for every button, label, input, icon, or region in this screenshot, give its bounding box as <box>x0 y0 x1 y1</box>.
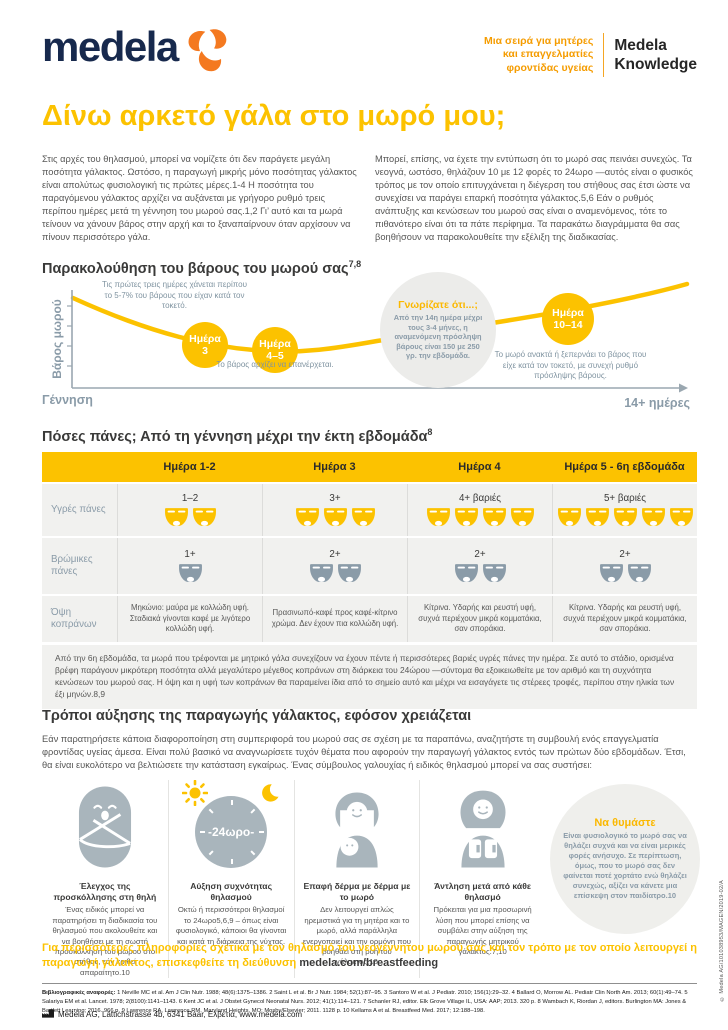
chart-loss-note: Τις πρώτες τρεις ημέρες χάνεται περίπου … <box>102 280 247 311</box>
chart-regain-note: Το βάρος αρχίζει να επανέρχεται. <box>216 360 334 369</box>
day-3-badge: Ημέρα 3 <box>182 322 228 368</box>
dirty-diapers-row: Βρώμικες πάνες 1+ 2+ 2+ 2+ <box>42 536 697 594</box>
swaddled-baby-icon <box>78 785 132 874</box>
dirty-cell: 2+ <box>407 538 552 594</box>
references: Βιβλιογραφικές αναφορές: 1 Neville MC et… <box>42 990 688 1014</box>
row-label: Υγρές πάνες <box>51 504 106 516</box>
diaper-icon <box>164 508 188 526</box>
diaper-icon <box>613 508 637 526</box>
footer-address: Medela AG, Lättichstrasse 4b, 6341 Baar,… <box>42 1009 302 1020</box>
diaper-icon <box>482 564 506 582</box>
tip-latch: Έλεγχος της προσκόλλησης στη θηλή Ένας ε… <box>42 780 168 978</box>
did-you-know-title: Γνωρίζατε ότι...; <box>398 298 478 311</box>
chart-recover-note: Το μωρό ανακτά ή ξεπερνάει το βάρος που … <box>494 350 647 381</box>
header-divider <box>603 33 605 77</box>
medela-swan-icon <box>186 28 228 79</box>
stool-cell: Πρασινωπό-καφέ προς καφέ-κίτρινο χρώμα. … <box>262 596 407 642</box>
diaper-icon <box>323 508 347 526</box>
remember-body: Είναι φυσιολογικό το μωρό σας να θηλάζει… <box>563 831 687 900</box>
diaper-icon <box>337 564 361 582</box>
footer-divider <box>42 983 697 984</box>
wet-diapers-row: Υγρές πάνες 1–2 3+ 4+ βαριές 5+ βαριές <box>42 482 697 536</box>
column-header: Ημέρα 5 - 6η εβδομάδα <box>564 461 685 473</box>
diaper-icon <box>627 564 651 582</box>
document-code: © Medela AG/101038953/MAGEN/2019-02/A <box>719 880 725 1002</box>
cta-banner: Για περισσότερες πληροφορίες σχετικά με … <box>42 942 697 969</box>
diaper-icon <box>669 508 693 526</box>
diaper-table: Ημέρα 1-2 Ημέρα 3 Ημέρα 4 Ημέρα 5 - 6η ε… <box>42 452 697 642</box>
diaper-icon <box>309 564 333 582</box>
diaper-section-heading: Πόσες πάνες; Από τη γέννηση μέχρι την έκ… <box>42 427 433 445</box>
row-label: Όψη κοπράνων <box>51 607 97 630</box>
dirty-cell: 2+ <box>552 538 697 594</box>
clock-24h-icon: -24ωρο- <box>195 796 268 868</box>
diaper-icon <box>351 508 375 526</box>
diaper-icon <box>557 508 581 526</box>
diaper-icon <box>454 508 478 526</box>
diaper-table-header-row: Ημέρα 1-2 Ημέρα 3 Ημέρα 4 Ημέρα 5 - 6η ε… <box>42 452 697 482</box>
series-tagline: Μια σειρά για μητέρες και επαγγελματίες … <box>484 34 594 74</box>
diaper-icon <box>426 508 450 526</box>
diaper-icon <box>454 564 478 582</box>
column-header: Ημέρα 3 <box>313 461 356 473</box>
stool-cell: Μηκώνιο: μαύρα με κολλώδη υφή. Σταδιακά … <box>117 596 262 642</box>
tip-frequency: -24ωρο- Αύξηση συχνότητας θηλασμού Οκτώ … <box>167 779 294 979</box>
tip-skin-to-skin: Επαφή δέρμα με δέρμα με το μωρό Δεν λειτ… <box>293 780 420 979</box>
stool-cell: Κίτρινα. Υδαρής και ρευστή υφή, συχνά πε… <box>552 596 697 642</box>
intro-right: Μπορεί, επίσης, να έχετε την εντύπωση ότ… <box>375 154 693 243</box>
increase-intro: Εάν παρατηρήσετε κάποια διαφοροποίηση στ… <box>42 734 686 771</box>
remember-bubble: Να θυμάστε Είναι φυσιολογικό το μωρό σας… <box>550 784 700 934</box>
tips-row: Έλεγχος της προσκόλλησης στη θηλή Ένας ε… <box>42 779 545 979</box>
intro-left: Στις αρχές του θηλασμού, μπορεί να νομίζ… <box>42 154 357 243</box>
header-right: Μια σειρά για μητέρες και επαγγελματίες … <box>484 33 697 77</box>
diaper-icon <box>295 508 319 526</box>
stool-cell: Κίτρινα. Υδαρής και ρευστή υφή, συχνά πε… <box>407 596 552 642</box>
wet-cell: 5+ βαριές <box>552 484 697 536</box>
chart-x-axis-end-label: 14+ ημέρες <box>624 396 690 410</box>
wet-cell: 3+ <box>262 484 407 536</box>
breastfeeding-link[interactable]: medela.com/breastfeeding <box>299 956 439 969</box>
building-icon <box>42 1009 54 1020</box>
stool-appearance-row: Όψη κοπράνων Μηκώνιο: μαύρα με κολλώδη υ… <box>42 594 697 642</box>
moon-icon <box>259 782 279 809</box>
did-you-know-bubble: Γνωρίζατε ότι...; Από την 14η ημέρα μέχρ… <box>380 272 496 388</box>
page-title: Δίνω αρκετό γάλα στο μωρό μου; <box>42 100 506 132</box>
sun-icon <box>181 779 209 811</box>
diaper-icon <box>482 508 506 526</box>
increase-section-heading: Τρόποι αύξησης της παραγωγής γάλακτος, ε… <box>42 708 472 724</box>
pumping-icon <box>453 789 513 874</box>
chart-x-axis-start-label: Γέννηση <box>42 393 93 407</box>
intro-columns: Στις αρχές του θηλασμού, μπορεί να νομίζ… <box>42 153 694 244</box>
diaper-icon <box>599 564 623 582</box>
skin-to-skin-icon <box>327 789 387 874</box>
diaper-icon <box>192 508 216 526</box>
diaper-icon <box>178 564 202 582</box>
column-header: Ημέρα 4 <box>458 461 501 473</box>
column-header: Ημέρα 1-2 <box>163 461 216 473</box>
diaper-icon <box>641 508 665 526</box>
dirty-cell: 2+ <box>262 538 407 594</box>
diaper-icon <box>510 508 534 526</box>
tip-pumping: Άντληση μετά από κάθε θηλασμό Πρόκειται … <box>419 780 545 979</box>
day-night-clock-icon: -24ωρο- <box>176 779 287 874</box>
day-4-5-badge: Ημέρα 4–5 <box>252 327 298 373</box>
medela-wordmark: medela <box>42 23 179 70</box>
chart-y-axis-label: Βάρος μωρού <box>50 299 64 379</box>
diaper-table-note: Από την 6η εβδομάδα, τα μωρά που τρέφοντ… <box>42 645 697 709</box>
medela-knowledge-label: Medela Knowledge <box>614 36 697 73</box>
weight-chart: Βάρος μωρού Τις πρώτες τρεις ημέρες χάνε… <box>42 272 694 424</box>
medela-logo: medela <box>42 26 228 79</box>
diaper-icon <box>585 508 609 526</box>
wet-cell: 1–2 <box>117 484 262 536</box>
row-label: Βρώμικες πάνες <box>51 554 93 577</box>
day-10-14-badge: Ημέρα 10–14 <box>542 293 594 345</box>
dirty-cell: 1+ <box>117 538 262 594</box>
did-you-know-body: Από την 14η ημέρα μέχρι τους 3-4 μήνες, … <box>393 312 483 361</box>
remember-title: Να θυμάστε <box>594 817 656 830</box>
weight-section-heading: Παρακολούθηση του βάρους του μωρού σας7,… <box>42 259 362 277</box>
wet-cell: 4+ βαριές <box>407 484 552 536</box>
